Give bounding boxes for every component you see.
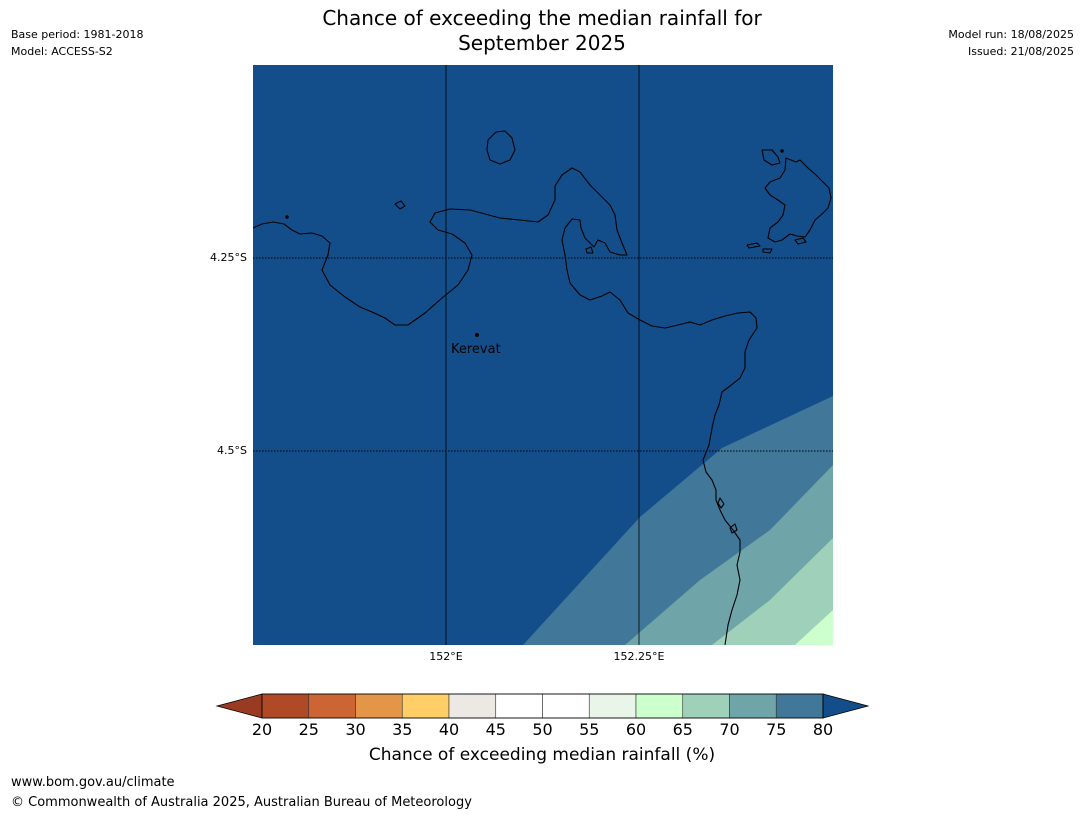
- colorbar-cell: [495, 693, 543, 719]
- colorbar-tick-label: 70: [719, 720, 740, 739]
- colorbar: [215, 693, 870, 719]
- colorbar-cell: [261, 693, 310, 719]
- kerevat-marker: [475, 333, 479, 337]
- colorbar-over-arrow: [822, 693, 870, 719]
- latitude-label-4-25: 4.25°S: [210, 251, 247, 264]
- colorbar-tick-label: 50: [532, 720, 553, 739]
- colorbar-title: Chance of exceeding median rainfall (%): [368, 745, 716, 765]
- colorbar-cell: [775, 693, 824, 719]
- metadata-left: Base period: 1981-2018 Model: ACCESS-S2: [11, 26, 143, 60]
- colorbar-tick-label: 65: [672, 720, 693, 739]
- colorbar-tick-label: 55: [579, 720, 600, 739]
- map-title: Chance of exceeding the median rainfall …: [242, 6, 842, 56]
- colorbar-under-arrow: [215, 693, 263, 719]
- base-period-text: Base period: 1981-2018: [11, 28, 144, 41]
- colorbar-tick-label: 25: [298, 720, 319, 739]
- band-65-70: [712, 538, 833, 645]
- colorbar-cell: [542, 693, 590, 719]
- longitude-label-152-25: 152.25°E: [613, 650, 665, 663]
- colorbar-cell: [308, 693, 356, 719]
- longitude-label-152: 152°E: [429, 650, 463, 663]
- coastline: [253, 130, 832, 645]
- model-run-text: Model run: 18/08/2025: [948, 28, 1074, 41]
- colorbar-cell: [355, 693, 403, 719]
- model-text: Model: ACCESS-S2: [11, 45, 113, 58]
- colorbar-tick-label: 20: [251, 720, 273, 739]
- colorbar-tick-label: 45: [485, 720, 506, 739]
- colorbar-cell: [588, 693, 637, 719]
- footer-url[interactable]: www.bom.gov.au/climate: [11, 775, 175, 790]
- map-title-line1: Chance of exceeding the median rainfall …: [322, 6, 762, 30]
- footer-copyright: © Commonwealth of Australia 2025, Austra…: [11, 795, 472, 810]
- colorbar-tick-label: 30: [345, 720, 366, 739]
- issued-text: Issued: 21/08/2025: [967, 45, 1074, 58]
- map-area: [253, 65, 833, 645]
- map-title-line2: September 2025: [458, 31, 626, 55]
- latitude-label-4-5: 4.5°S: [217, 444, 247, 457]
- colorbar-tick-label: 35: [392, 720, 413, 739]
- colorbar-frame: [261, 693, 824, 719]
- colorbar-tick-label: 40: [438, 720, 460, 739]
- colorbar-tick-label: 80: [812, 720, 834, 739]
- colorbar-cell: [448, 693, 497, 719]
- place-label-kerevat: Kerevat: [451, 342, 501, 357]
- colorbar-cell: [682, 693, 730, 719]
- colorbar-tick-label: 75: [766, 720, 787, 739]
- band-60-65: [795, 610, 833, 645]
- colorbar-cell: [401, 693, 450, 719]
- colorbar-tick-label: 60: [625, 720, 647, 739]
- colorbar-cell: [635, 693, 684, 719]
- colorbar-cell: [729, 693, 777, 719]
- metadata-right: Model run: 18/08/2025 Issued: 21/08/2025: [948, 26, 1074, 60]
